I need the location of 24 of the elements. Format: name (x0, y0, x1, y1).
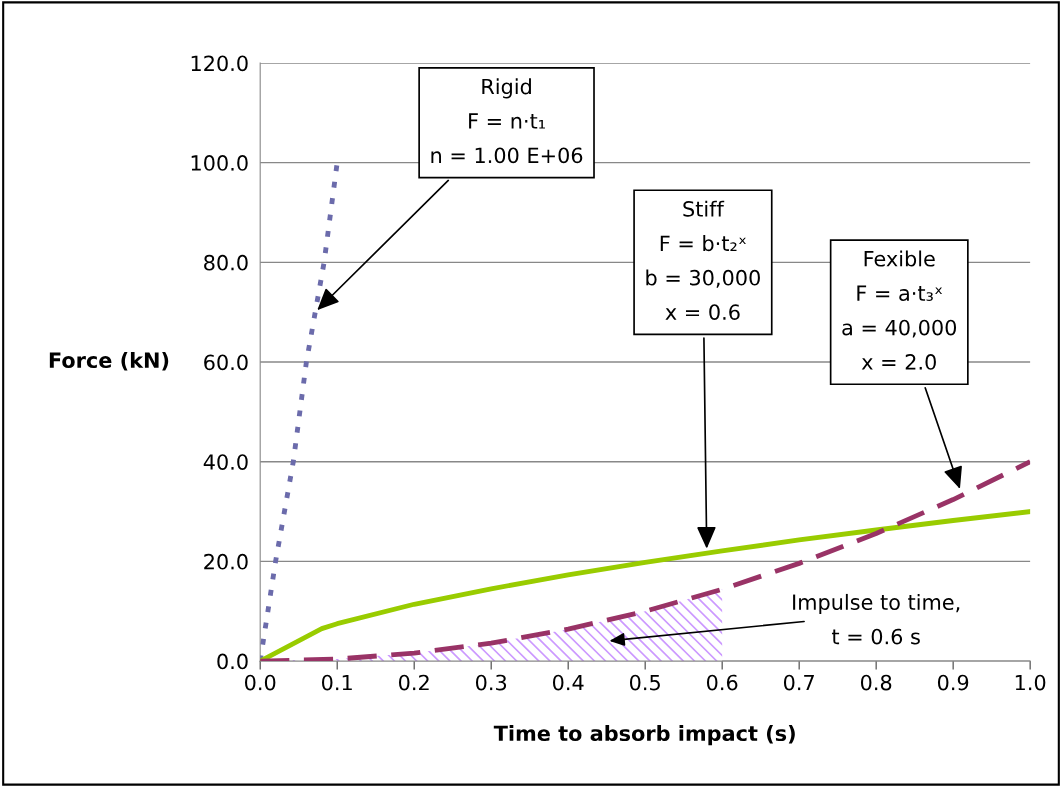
x-tick-label: 0.4 (552, 674, 584, 691)
annotation: Fexible F = a·t₃ˣ a = 40,000 x = 2.0 (842, 250, 957, 370)
x-tick-label: 0.6 (706, 674, 738, 691)
x-axis-title: Time to absorb impact (s) (493, 724, 795, 746)
annotation: Rigid F = n·t₁ n = 1.00 E+06 (431, 78, 583, 164)
y-tick-label: 0.0 (217, 653, 248, 670)
y-tick-label: 80.0 (204, 254, 248, 271)
x-tick-label: 0.8 (860, 674, 892, 691)
x-tick-label: 0.5 (629, 674, 660, 691)
y-tick-label: 60.0 (204, 354, 248, 371)
y-tick-label: 20.0 (204, 553, 248, 570)
x-tick-label: 0.7 (783, 674, 814, 691)
x-tick-label: 1.0 (1015, 674, 1046, 691)
x-tick-label: 0.2 (398, 674, 429, 691)
y-tick-label: 100.0 (191, 155, 248, 171)
annotation: Impulse to time, t = 0.6 s (793, 593, 960, 645)
y-tick-label: 120.0 (191, 55, 248, 72)
x-tick-label: 0.3 (475, 674, 507, 691)
y-tick-label: 40.0 (203, 454, 248, 470)
y-axis-title: Force (kN) (49, 351, 169, 371)
annotation: Stiff F = b·t₂ˣ b = 30,000 x = 0.6 (646, 200, 760, 320)
x-tick-label: 0.0 (245, 674, 276, 691)
x-tick-label: 0.9 (937, 674, 969, 691)
x-tick-label: 0.1 (321, 674, 352, 691)
